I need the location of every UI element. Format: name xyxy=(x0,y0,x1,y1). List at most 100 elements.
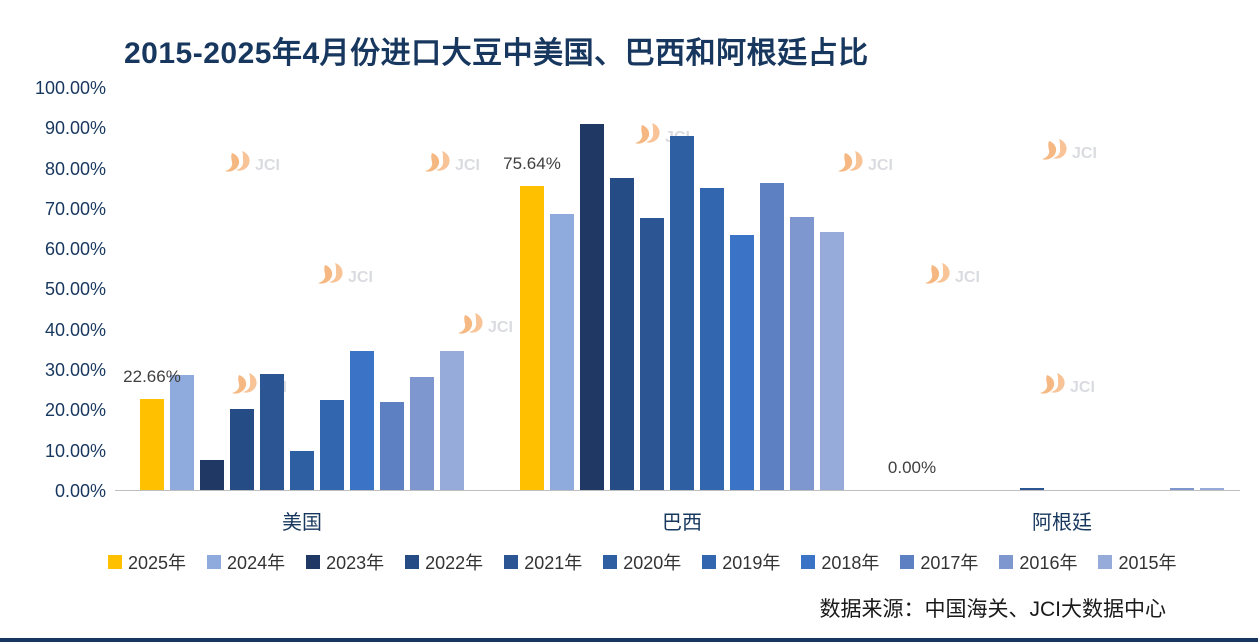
legend-item: 2020年 xyxy=(603,549,681,575)
bar-slot xyxy=(550,88,574,490)
jci-watermark-logo: JCI xyxy=(1042,138,1112,169)
legend-label: 2018年 xyxy=(821,553,880,573)
bar-2015年-阿根廷 xyxy=(1200,487,1224,490)
svg-text:JCI: JCI xyxy=(488,319,513,336)
bar-2019年-巴西 xyxy=(700,187,724,490)
bar-slot xyxy=(820,88,844,490)
bar-slot xyxy=(990,88,1014,490)
legend-swatch xyxy=(801,555,816,569)
bar-slot xyxy=(1200,88,1224,490)
plot-area: 22.66% 75.64% 0.00% xyxy=(115,88,1240,491)
legend-label: 2016年 xyxy=(1019,553,1078,573)
bar-slot xyxy=(610,88,634,490)
bar-2020年-巴西 xyxy=(670,135,694,490)
legend-label: 2019年 xyxy=(722,553,781,573)
bar-slot xyxy=(1140,88,1164,490)
bar-2017年-美国 xyxy=(380,402,404,490)
bar-slot xyxy=(730,88,754,490)
bar-2015年-巴西 xyxy=(820,231,844,490)
legend-item: 2017年 xyxy=(900,549,978,575)
legend-swatch xyxy=(405,555,420,569)
bar-slot xyxy=(1170,88,1194,490)
jci-watermark-logo: JCI xyxy=(458,312,528,343)
bar-2018年-美国 xyxy=(350,351,374,490)
legend-label: 2025年 xyxy=(128,553,187,573)
bar-2025年-美国 xyxy=(140,398,164,490)
bar-slot xyxy=(1050,88,1074,490)
bar-group-1: 22.66% xyxy=(123,88,464,490)
bar-slot xyxy=(380,88,404,490)
category-labels: 美国 巴西 阿根廷 xyxy=(0,506,1258,534)
bar-slot xyxy=(440,88,464,490)
legend-item: 2021年 xyxy=(504,549,582,575)
bar-slot xyxy=(410,88,434,490)
bar-2018年-巴西 xyxy=(730,234,754,490)
legend-label: 2021年 xyxy=(524,553,583,573)
svg-text:JCI: JCI xyxy=(455,157,480,174)
bar-slot xyxy=(640,88,664,490)
bar-2022年-美国 xyxy=(230,409,254,490)
bar-slot xyxy=(320,88,344,490)
data-label: 0.00% xyxy=(887,458,937,477)
bar-2021年-阿根廷 xyxy=(1020,487,1044,490)
bar-slot xyxy=(1080,88,1104,490)
bar-slot xyxy=(760,88,784,490)
legend-item: 2015年 xyxy=(1098,549,1177,575)
svg-text:JCI: JCI xyxy=(348,269,373,286)
bar-slot: 0.00% xyxy=(888,88,936,490)
jci-watermark-logo: JCI xyxy=(1040,372,1110,403)
data-label: 22.66% xyxy=(123,366,181,386)
category-label: 美国 xyxy=(282,512,322,534)
bar-slot xyxy=(790,88,814,490)
bar-slot xyxy=(290,88,314,490)
svg-text:JCI: JCI xyxy=(1072,145,1097,162)
svg-text:JCI: JCI xyxy=(955,269,980,286)
bar-slot xyxy=(1110,88,1134,490)
legend-label: 2015年 xyxy=(1118,553,1177,573)
jci-watermark-logo: JCI xyxy=(318,262,388,293)
bar-slot xyxy=(170,88,194,490)
bar-2017年-巴西 xyxy=(760,182,784,490)
bar-slot: 22.66% xyxy=(123,88,181,490)
jci-watermark-logo: JCI xyxy=(225,150,295,181)
legend-item: 2019年 xyxy=(702,549,780,575)
bar-2020年-美国 xyxy=(290,451,314,490)
bar-2022年-巴西 xyxy=(610,177,634,490)
legend-swatch xyxy=(1098,555,1113,569)
category-label: 巴西 xyxy=(662,512,702,534)
svg-text:JCI: JCI xyxy=(868,157,893,174)
legend: 2025年 2024年 2023年 2022年 2021年 2020年 2019年 2018年… xyxy=(108,549,1208,575)
legend-label: 2020年 xyxy=(623,553,682,573)
bar-2023年-美国 xyxy=(200,460,224,490)
bar-2016年-美国 xyxy=(410,377,434,490)
bar-slot xyxy=(580,88,604,490)
bar-slot xyxy=(670,88,694,490)
y-axis: 100.00% 90.00% 80.00% 70.00% 60.00% 50.00% 40.… xyxy=(34,78,106,501)
svg-text:JCI: JCI xyxy=(1070,379,1095,396)
legend-swatch xyxy=(999,555,1014,569)
bar-slot xyxy=(960,88,984,490)
legend-swatch xyxy=(207,555,222,569)
legend-item: 2024年 xyxy=(207,549,285,575)
jci-watermark-logo: JCI xyxy=(925,262,995,293)
legend-item: 2018年 xyxy=(801,549,879,575)
legend-item: 2022年 xyxy=(405,549,483,575)
bar-2024年-巴西 xyxy=(550,213,574,490)
bar-group-3: 0.00% xyxy=(888,88,1224,490)
bar-slot xyxy=(350,88,374,490)
bar-2024年-美国 xyxy=(170,375,194,490)
source-note: 数据来源：中国海关、JCI大数据中心 xyxy=(819,598,1167,621)
bar-2016年-巴西 xyxy=(790,216,814,490)
legend-item: 2016年 xyxy=(999,549,1077,575)
legend-label: 2022年 xyxy=(425,553,484,573)
legend-label: 2023年 xyxy=(326,553,385,573)
jci-watermark-logo: JCI xyxy=(838,150,908,181)
bar-slot xyxy=(230,88,254,490)
bar-2015年-美国 xyxy=(440,350,464,490)
bar-2023年-巴西 xyxy=(580,124,604,490)
legend-label: 2024年 xyxy=(227,553,286,573)
data-label: 75.64% xyxy=(503,153,561,173)
bar-slot xyxy=(700,88,724,490)
